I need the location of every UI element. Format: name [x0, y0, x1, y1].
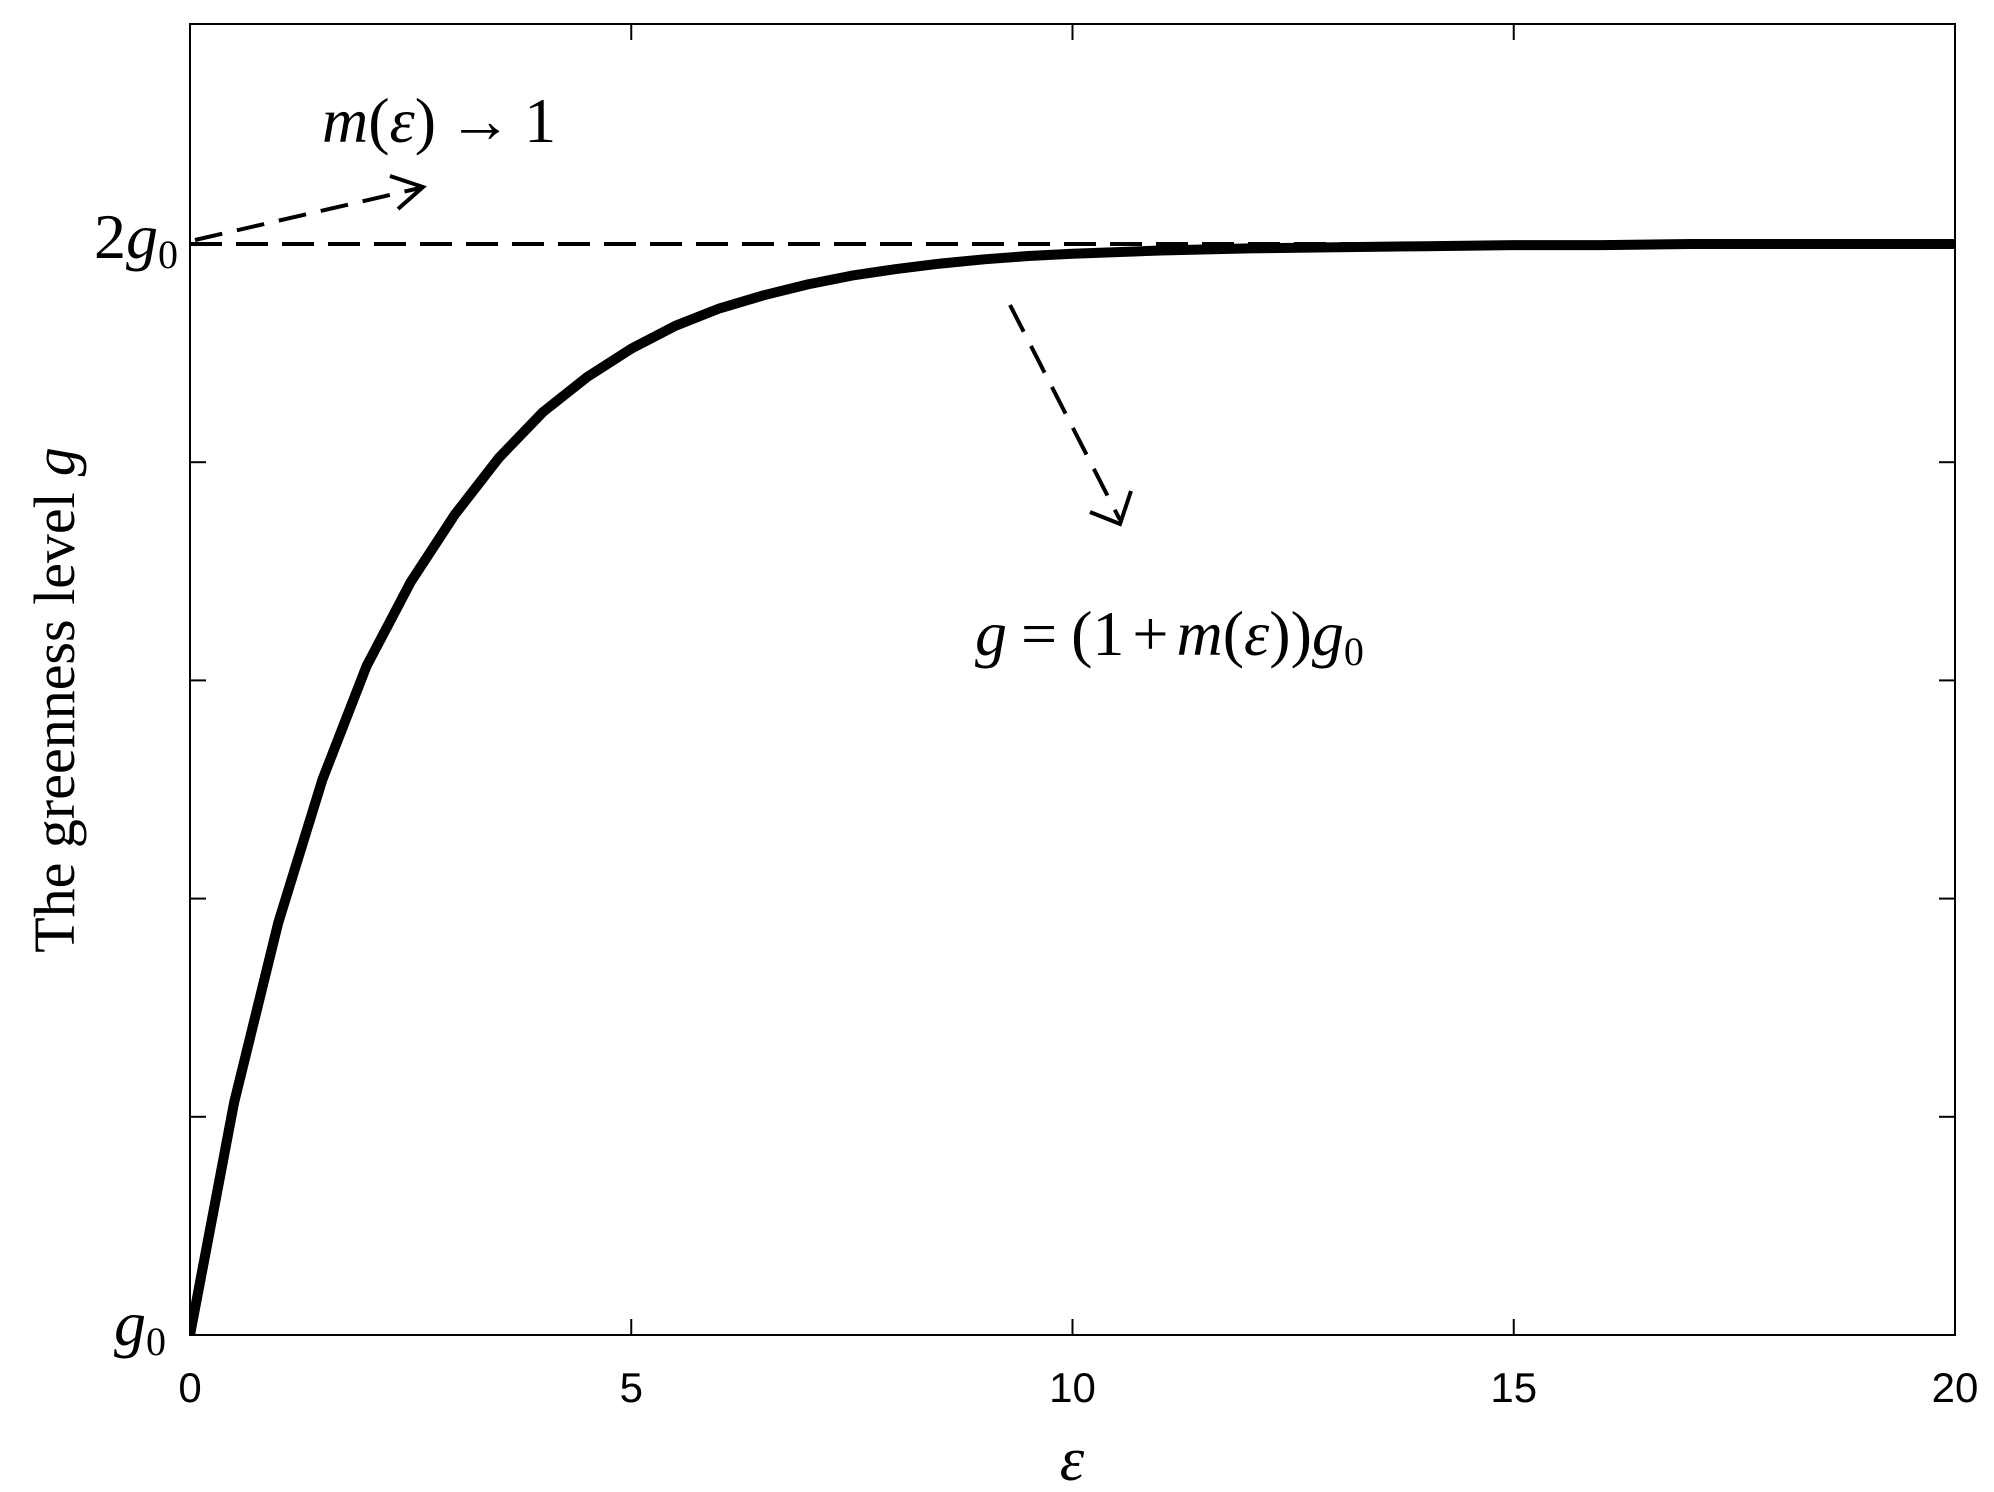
y-axis-label: The greenness levelg: [22, 447, 87, 953]
x-tick-label: 0: [178, 1364, 201, 1411]
limit-arrow: [194, 174, 427, 242]
y-tick-label-top: 2g0: [94, 201, 178, 277]
x-axis-label: ε: [1060, 1426, 1085, 1492]
plot-area: [189, 23, 1956, 1336]
y-tick-label-bottom: g0: [114, 1288, 166, 1364]
limit-annotation: m(ε) → 1: [322, 85, 556, 156]
greenness-series-line: [190, 239, 1955, 1335]
formula-annotation: g = (1 + m(ε))g0: [975, 598, 1364, 674]
x-tick-label: 20: [1932, 1364, 1979, 1411]
x-tick-label: 10: [1049, 1364, 1096, 1411]
formula-arrow: [1008, 304, 1133, 527]
x-tick-label: 15: [1490, 1364, 1537, 1411]
series-layer: [190, 239, 1955, 1335]
x-tick-label: 5: [620, 1364, 643, 1411]
x-tick-labels: 0 5 10 15 20: [178, 1364, 1978, 1411]
